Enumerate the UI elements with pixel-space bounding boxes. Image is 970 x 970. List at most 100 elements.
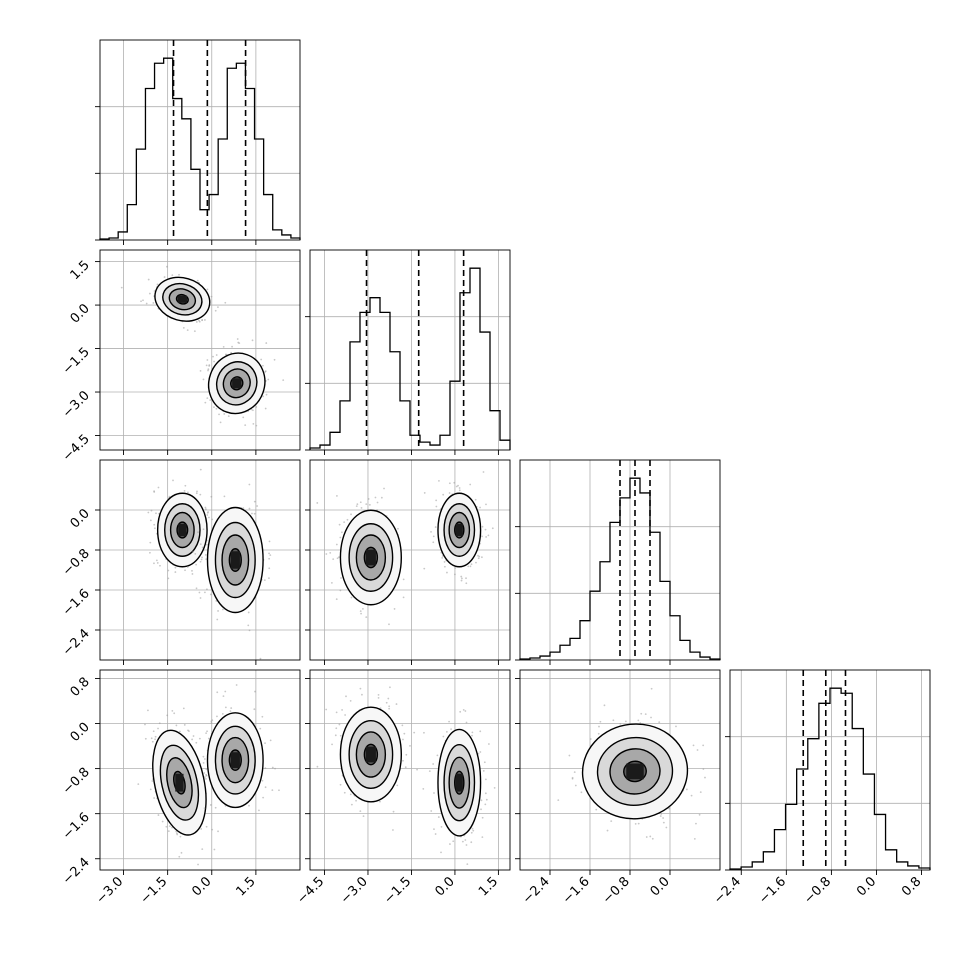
scatter-point	[580, 791, 583, 794]
contour-line	[222, 368, 251, 399]
scatter-point	[198, 591, 201, 594]
scatter-point	[343, 521, 346, 523]
scatter-point	[217, 610, 219, 612]
scatter-point	[204, 319, 206, 321]
scatter-point	[227, 415, 230, 418]
y-tick-label: 0.0	[68, 720, 93, 745]
scatter-point	[206, 730, 208, 733]
scatter-point	[603, 704, 606, 707]
scatter-point	[477, 557, 480, 560]
histogram-step	[99, 57, 301, 240]
x-tick-label: −0.8	[801, 874, 834, 907]
scatter-point	[455, 485, 458, 488]
scatter-point	[441, 556, 444, 559]
y-tick-label: −2.4	[60, 855, 93, 888]
scatter-point	[203, 772, 206, 774]
scatter-point	[155, 512, 157, 515]
scatter-point	[259, 727, 262, 730]
scatter-point	[316, 765, 319, 768]
panel-frame	[99, 669, 301, 871]
scatter-point	[208, 365, 211, 367]
scatter-point	[182, 327, 185, 329]
contour-line	[437, 728, 482, 837]
scatter-point	[197, 531, 199, 534]
scatter-point	[481, 836, 484, 839]
scatter-point	[149, 519, 152, 522]
scatter-point	[199, 543, 202, 546]
y-tick-label: −4.5	[60, 432, 93, 465]
scatter-point	[202, 761, 205, 764]
scatter-point	[199, 468, 202, 471]
scatter-point	[184, 569, 186, 572]
density-peak	[177, 295, 187, 303]
scatter-point	[650, 687, 653, 690]
scatter-point	[150, 509, 153, 512]
contour-line	[448, 511, 471, 549]
scatter-point	[244, 424, 247, 427]
scatter-point	[191, 738, 194, 741]
x-tick-label: 1.5	[476, 874, 501, 899]
scatter-point	[403, 732, 406, 735]
panel-frame	[99, 39, 301, 241]
scatter-point	[395, 703, 398, 705]
scatter-point	[449, 843, 451, 845]
scatter-point	[469, 565, 472, 568]
scatter-point	[416, 768, 418, 771]
scatter-point	[446, 571, 448, 574]
scatter-point	[204, 506, 207, 509]
contour-line	[454, 770, 465, 795]
scatter-point	[341, 709, 343, 711]
scatter-point	[367, 498, 370, 500]
scatter-point	[658, 721, 661, 724]
density-peak	[455, 773, 463, 792]
contour-line	[166, 757, 193, 809]
scatter-point	[217, 306, 219, 308]
scatter-point	[453, 481, 456, 484]
scatter-point	[213, 406, 215, 409]
scatter-point	[166, 714, 169, 717]
x-tick-label: 0.0	[189, 874, 214, 899]
scatter-point	[262, 395, 265, 398]
scatter-point	[204, 508, 207, 511]
scatter-point	[388, 705, 391, 708]
scatter-point	[459, 710, 462, 713]
scatter-point	[167, 830, 170, 833]
scatter-point	[213, 360, 215, 363]
scatter-point	[345, 695, 347, 698]
scatter-point	[167, 569, 170, 572]
scatter-point	[206, 514, 209, 516]
scatter-point	[235, 684, 238, 686]
scatter-point	[150, 737, 153, 740]
scatter-point	[699, 791, 702, 794]
scatter-point	[120, 286, 123, 289]
x-tick-label: 0.0	[648, 874, 673, 899]
histogram-step	[729, 687, 931, 870]
scatter-point	[186, 329, 189, 331]
scatter-point	[571, 776, 574, 779]
x-tick-label: −1.5	[381, 874, 414, 907]
scatter-point	[264, 407, 267, 410]
scatter-point	[145, 302, 148, 305]
scatter-point	[644, 713, 647, 715]
scatter-point	[479, 506, 481, 509]
scatter-point	[387, 697, 390, 700]
panel-2-1	[309, 459, 511, 661]
scatter-point	[203, 807, 206, 810]
x-tick-label: −1.5	[138, 874, 171, 907]
scatter-point	[178, 273, 180, 276]
scatter-point	[316, 502, 319, 504]
scatter-point	[157, 814, 160, 816]
scatter-point	[464, 710, 467, 712]
scatter-point	[180, 851, 183, 854]
scatter-point	[379, 800, 381, 803]
scatter-point	[698, 813, 701, 816]
scatter-point	[205, 732, 208, 735]
scatter-point	[359, 610, 362, 613]
scatter-point	[206, 288, 209, 291]
y-tick-label: −1.6	[60, 810, 93, 843]
x-tick-label: −2.4	[520, 874, 553, 907]
scatter-point	[168, 825, 171, 828]
scatter-point	[693, 838, 696, 840]
scatter-point	[224, 706, 227, 709]
scatter-point	[262, 796, 265, 799]
